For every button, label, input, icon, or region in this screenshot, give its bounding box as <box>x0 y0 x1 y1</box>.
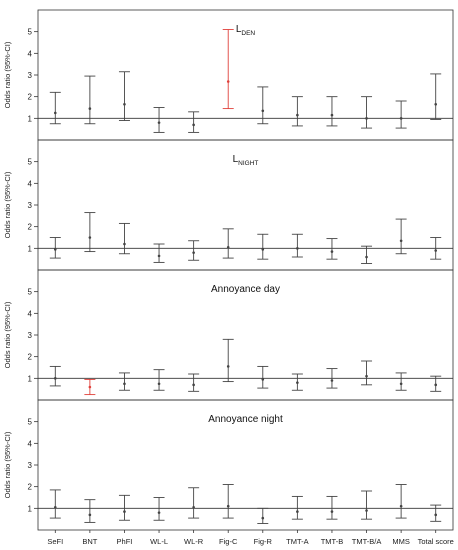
panel-2-ylabel: Odds ratio (95%-CI) <box>3 171 12 238</box>
x-tick-label: Fig-C <box>219 537 238 546</box>
panel-4-ytick-label: 4 <box>28 439 33 448</box>
panel-2-tmt-b-estimate-point <box>330 250 334 253</box>
panel-4-ytick-label: 5 <box>28 418 33 427</box>
panel-4-phfi-estimate-point <box>123 510 126 513</box>
panel-4-ytick-label: 3 <box>28 461 33 470</box>
panel-4-fig-c-estimate-point <box>226 504 230 508</box>
panel-2-ytick-label: 5 <box>28 158 33 167</box>
panel-1-fig-c-estimate-point <box>226 80 230 83</box>
panel-3-ylabel: Odds ratio (95%-CI) <box>3 301 12 368</box>
x-tick-label: MMS <box>392 537 410 546</box>
panel-2-tmt-b-a-estimate-point <box>365 255 368 259</box>
panel-4-ytick-label: 1 <box>28 504 33 513</box>
panel-1-tmt-a-estimate-point <box>296 113 299 117</box>
panel-3-ytick-label: 1 <box>28 374 33 383</box>
panel-3-ytick-label: 4 <box>28 309 33 318</box>
panel-4-tmt-b-estimate-point <box>330 510 334 513</box>
panel-4-ytick-label: 2 <box>28 483 33 492</box>
panel-2-mms-estimate-point <box>399 239 403 243</box>
panel-3-tmt-b-a-estimate-point <box>365 374 368 378</box>
panel-4-mms-estimate-point <box>399 504 403 508</box>
panel-1-mms-estimate-point <box>399 117 403 120</box>
panel-1-ytick-label: 2 <box>28 93 33 102</box>
panel-3-ytick-label: 5 <box>28 288 33 297</box>
panel-1-ytick-label: 5 <box>28 28 33 37</box>
x-tick-label: TMT-B/A <box>352 537 382 546</box>
panel-3-sefi-estimate-point <box>53 377 57 380</box>
panel-4-wl-r-estimate-point <box>192 505 195 509</box>
panel-1-phfi-estimate-point <box>123 102 126 106</box>
panel-1-ytick-label: 4 <box>28 49 33 58</box>
panel-3-tmt-b-estimate-point <box>330 379 334 382</box>
panel-2-fig-c-estimate-point <box>226 245 230 249</box>
panel-3-ytick-label: 3 <box>28 331 33 340</box>
panel-1-ytick-label: 1 <box>28 114 33 123</box>
panel-3-mms-estimate-point <box>399 382 403 386</box>
panel-1-tmt-b-a-estimate-point <box>365 117 368 120</box>
panel-3-tmt-a-estimate-point <box>296 381 299 384</box>
panel-1-ytick-label: 3 <box>28 71 33 80</box>
x-tick-label: SeFI <box>47 537 63 546</box>
panel-1-wl-l-estimate-point <box>157 121 161 124</box>
panel-3-wl-r-estimate-point <box>192 383 195 387</box>
panel-3-ytick-label: 2 <box>28 353 33 362</box>
panel-2-sefi-estimate-point <box>53 248 57 251</box>
panel-4-wl-l-estimate-point <box>157 511 161 514</box>
panel-2-bnt-estimate-point <box>88 236 92 239</box>
panel-3-total-score-estimate-point <box>434 383 438 387</box>
x-tick-label: TMT-B <box>321 537 344 546</box>
panel-4-ylabel: Odds ratio (95%-CI) <box>3 431 12 498</box>
panel-4-sefi-estimate-point <box>53 505 57 509</box>
panel-3-title: Annoyance day <box>211 284 280 295</box>
panel-2-ytick-label: 1 <box>28 244 33 253</box>
panel-1-sefi-estimate-point <box>53 111 57 115</box>
panel-2-ytick-label: 3 <box>28 201 33 210</box>
x-tick-label: WL-R <box>184 537 204 546</box>
panel-3-fig-r-estimate-point <box>261 378 265 381</box>
panel-4-total-score-estimate-point <box>434 513 438 517</box>
panel-3-wl-l-estimate-point <box>157 382 161 386</box>
panel-2-ytick-label: 4 <box>28 179 33 188</box>
panel-3-bnt-estimate-point <box>88 385 92 389</box>
x-tick-label: TMT-A <box>286 537 309 546</box>
panel-4-tmt-b-a-estimate-point <box>365 509 368 512</box>
panel-2-title: LNIGHT <box>233 154 259 167</box>
panel-2-wl-l-estimate-point <box>157 254 161 258</box>
panel-2-phfi-estimate-point <box>123 242 126 246</box>
panel-1-fig-r-estimate-point <box>261 109 265 113</box>
panel-4-title: Annoyance night <box>208 414 283 425</box>
panel-4-fig-r-estimate-point <box>261 516 265 520</box>
panel-1-total-score-estimate-point <box>434 102 438 106</box>
panel-1-ylabel: Odds ratio (95%-CI) <box>3 41 12 108</box>
panel-2-tmt-a-estimate-point <box>296 247 299 250</box>
panel-1-wl-r-estimate-point <box>192 123 195 127</box>
panel-1-tmt-b-estimate-point <box>330 113 334 117</box>
panel-3-phfi-estimate-point <box>123 382 126 386</box>
panel-2-fig-r-estimate-point <box>261 248 265 251</box>
panel-4-tmt-a-estimate-point <box>296 510 299 513</box>
x-tick-label: Total score <box>418 537 454 546</box>
x-tick-label: Fig-R <box>254 537 273 546</box>
panel-3-fig-c-estimate-point <box>226 365 230 368</box>
x-tick-label: PhFI <box>117 537 133 546</box>
panel-4-bnt-estimate-point <box>88 513 92 517</box>
panel-1-title: LDEN <box>236 24 256 37</box>
x-tick-label: WL-L <box>150 537 168 546</box>
panel-2-ytick-label: 2 <box>28 223 33 232</box>
panel-2-total-score-estimate-point <box>434 249 438 252</box>
panel-2-wl-r-estimate-point <box>192 251 195 254</box>
panel-1-bnt-estimate-point <box>88 107 92 110</box>
x-tick-label: BNT <box>82 537 97 546</box>
